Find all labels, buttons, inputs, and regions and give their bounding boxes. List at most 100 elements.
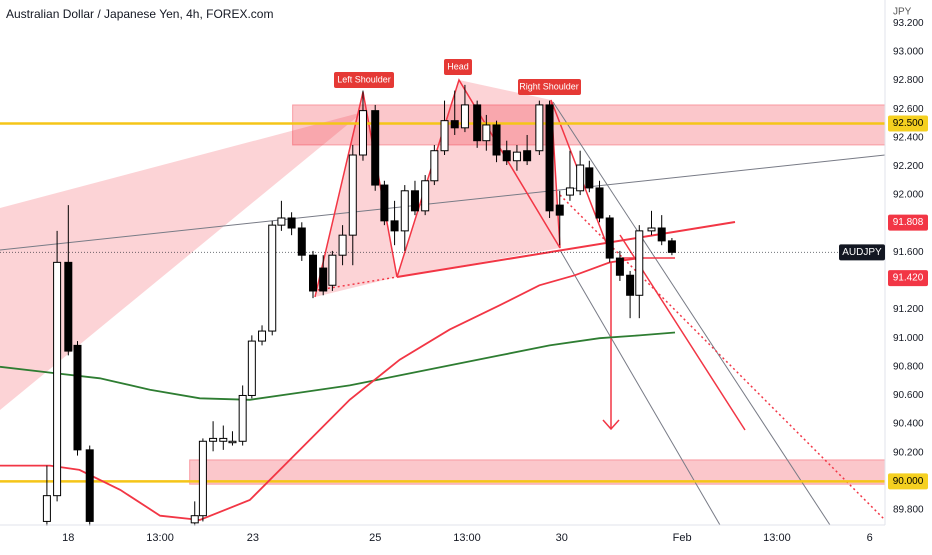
neckline	[396, 221, 736, 278]
candle-body	[626, 274, 635, 296]
x-tick-label: 13:00	[453, 532, 481, 544]
candle-body	[268, 224, 277, 332]
candle-body	[358, 110, 367, 156]
y-tick-label: 92.800	[893, 75, 924, 86]
target-dotted	[559, 194, 886, 521]
y-tick-label: 91.200	[893, 304, 924, 315]
axes: 89.800 90.000 90.200 90.400 90.600 90.800 91.0…	[62, 18, 924, 544]
candle-body	[247, 340, 256, 396]
y-tick-label: 90.800	[893, 361, 924, 372]
annotation-box	[444, 59, 472, 75]
price-badge-label: 90.000	[893, 476, 924, 487]
y-tick-label: 92.200	[893, 161, 924, 172]
price-badge-label: AUDJPY	[842, 247, 882, 258]
candle-body	[390, 220, 399, 232]
candle-body	[53, 261, 62, 497]
candle-body	[219, 437, 228, 442]
annotation-box	[518, 79, 581, 95]
y-tick-label: 92.600	[893, 104, 924, 115]
price-badge-label: 92.500	[893, 118, 924, 129]
candle-body	[319, 267, 328, 292]
neckline-dotted	[317, 276, 398, 291]
candle-body	[430, 150, 439, 182]
price-badge	[839, 244, 885, 261]
projection-wedge	[0, 112, 363, 410]
x-tick-label: 25	[369, 532, 381, 544]
x-tick-label: 6	[867, 532, 873, 544]
price-badge-label: 91.420	[893, 273, 924, 284]
candle-body	[277, 217, 286, 226]
candle-body	[238, 394, 247, 442]
candle-body	[309, 254, 318, 292]
candle-body	[421, 180, 430, 212]
zone	[292, 104, 886, 146]
y-tick-label: 90.200	[893, 447, 924, 458]
candle-body	[380, 184, 389, 222]
price-badge	[888, 270, 928, 287]
candle-body	[209, 437, 218, 442]
candle-body	[338, 234, 347, 256]
candle-body	[523, 150, 532, 162]
candle-body	[258, 330, 267, 342]
candle-body	[647, 227, 656, 232]
candle-body	[85, 449, 94, 522]
y-tick-label: 93.200	[893, 18, 924, 29]
y-tick-label: 91.000	[893, 333, 924, 344]
badges: 92.500 91.808 AUDJPY 91.420 90.000	[839, 115, 928, 490]
candle-body	[605, 217, 614, 259]
candle-body	[482, 124, 491, 142]
y-tick-label: 92.000	[893, 190, 924, 201]
candle-body	[667, 240, 676, 253]
candle-body	[400, 190, 409, 232]
annotation-box	[334, 72, 394, 88]
currency: JPY	[893, 7, 912, 18]
candle-body	[198, 440, 207, 517]
x-tick-label: 30	[556, 532, 568, 544]
candle-body	[657, 227, 666, 242]
candle-body	[64, 261, 73, 352]
candle-body	[450, 120, 459, 129]
candle-body	[42, 495, 51, 522]
x-tick-label: 13:00	[763, 532, 791, 544]
y-tick-label: 93.000	[893, 47, 924, 58]
y-tick-label: 89.800	[893, 505, 924, 516]
moving-average	[0, 331, 676, 401]
overlays	[0, 257, 676, 521]
trend-line	[0, 154, 886, 251]
x-tick-label: 13:00	[146, 532, 174, 544]
candle-body	[595, 187, 604, 219]
candle-body	[635, 230, 644, 296]
candle-body	[297, 227, 306, 256]
annotation: Head	[447, 61, 469, 71]
candle-body	[576, 164, 585, 192]
candle-body	[460, 104, 469, 129]
candle-body	[371, 110, 380, 186]
candles	[42, 84, 676, 526]
candle-body	[535, 104, 544, 152]
channel-line	[559, 249, 721, 526]
candle-body	[190, 515, 199, 524]
candle-body	[502, 150, 511, 162]
candle-body	[287, 217, 296, 229]
annotations: Left Shoulder Head Right Shoulder	[334, 59, 581, 95]
candle-body	[348, 154, 357, 236]
price-badge-label: 91.808	[893, 217, 924, 228]
candle-body	[585, 167, 594, 189]
candle-body	[545, 104, 554, 212]
candle-body	[328, 254, 337, 286]
candle-body	[512, 151, 521, 162]
x-tick-label: 18	[62, 532, 74, 544]
channel-line	[552, 101, 831, 526]
price-badge	[888, 473, 928, 490]
candle-body	[555, 204, 564, 216]
candle-body	[615, 257, 624, 276]
y-tick-label: 91.600	[893, 247, 924, 258]
arrow-head	[602, 419, 620, 431]
y-tick-label: 90.600	[893, 390, 924, 401]
candle-body	[73, 344, 82, 451]
moving-average	[0, 257, 640, 521]
price-badge	[888, 115, 928, 132]
y-tick-label: 92.400	[893, 132, 924, 143]
annotation: Left Shoulder	[337, 74, 391, 84]
price-badge	[888, 214, 928, 231]
